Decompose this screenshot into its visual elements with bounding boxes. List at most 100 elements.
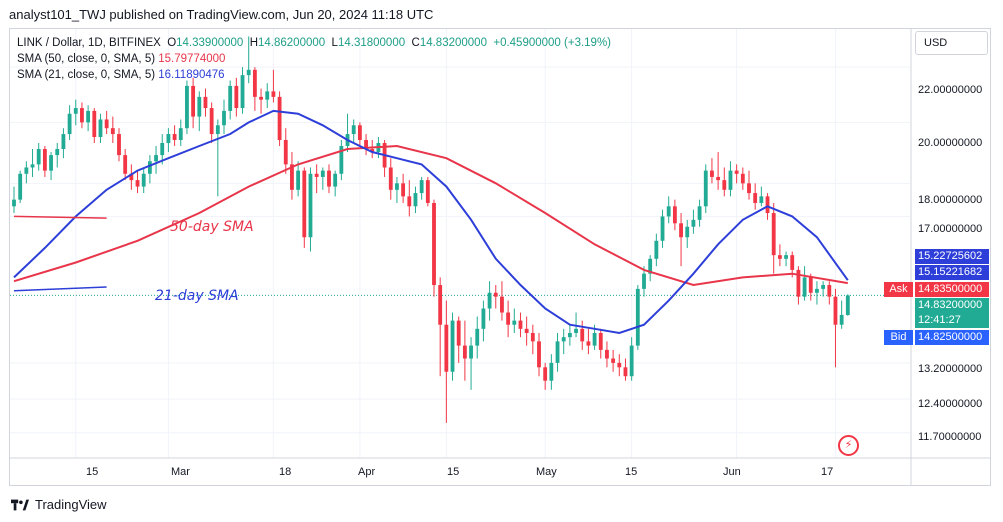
candle-body [117, 134, 121, 156]
sma50-legend-row[interactable]: SMA (50, close, 0, SMA, 5) 15.79774000 [17, 51, 611, 67]
candle-body [141, 173, 146, 187]
sma50-annotation-line [13, 215, 107, 219]
candle-body [629, 345, 634, 377]
candle-body [401, 183, 406, 197]
candle-body [302, 170, 307, 238]
candle-body [605, 349, 609, 359]
candle-body [259, 96, 263, 100]
candle-body [364, 139, 368, 150]
candle-body [413, 193, 418, 207]
candle-body [635, 288, 640, 346]
price-tick: 11.70000000 [918, 431, 982, 443]
candle-body [493, 292, 498, 297]
candle-body [740, 173, 745, 184]
sma50-price-tag: 15.15221682 [915, 265, 989, 280]
candle-body [104, 119, 109, 129]
sma21-legend-row[interactable]: SMA (21, close, 0, SMA, 5) 16.11890476 [17, 67, 611, 83]
candle-body [308, 173, 313, 238]
candle-body [790, 255, 795, 270]
candle-body [123, 155, 128, 174]
lightning-icon[interactable]: ⚡ [838, 435, 859, 456]
time-tick: 15 [625, 466, 638, 478]
candle-body [796, 269, 801, 297]
sma21-annotation[interactable]: 21-day SMA [155, 288, 239, 304]
candle-body [685, 226, 690, 238]
price-tick: 18.00000000 [918, 194, 983, 206]
candle-body [209, 108, 214, 135]
candle-body [574, 328, 578, 333]
candle-body [339, 145, 344, 174]
candle-body [178, 128, 183, 140]
candle-body [808, 277, 813, 293]
candle-body [197, 96, 202, 117]
chart-legend: LINK / Dollar, 1D, BITFINEX O14.33900000… [17, 35, 611, 83]
time-tick: Apr [358, 466, 376, 478]
candle-body [543, 367, 548, 381]
candle-body [172, 134, 177, 140]
candle-body [469, 345, 473, 359]
footer: TradingView [11, 497, 107, 512]
candle-body [697, 206, 702, 220]
candle-body [271, 91, 276, 97]
candle-body [672, 206, 677, 224]
candle-body [314, 173, 319, 177]
price-tick: 20.00000000 [918, 137, 983, 149]
candle-body [450, 320, 455, 372]
candle-body [135, 180, 140, 187]
candle-body [518, 320, 523, 329]
symbol-label[interactable]: LINK / Dollar, 1D, BITFINEX [17, 37, 161, 49]
candle-body [12, 199, 16, 207]
tradingview-logo-icon [11, 499, 29, 510]
candle-body [18, 173, 23, 200]
candle-body [506, 312, 511, 325]
time-tick: 18 [279, 466, 292, 478]
bid-tag-label: Bid [884, 330, 913, 345]
candle-body [759, 196, 764, 203]
candle-body [598, 332, 603, 350]
currency-button[interactable]: USD [915, 31, 988, 55]
price-tick: 12.40000000 [918, 398, 983, 410]
candle-body [98, 119, 103, 138]
bid-price-tag: 14.82500000 [915, 330, 989, 345]
candle-body [555, 341, 560, 363]
sma21-line [13, 109, 849, 335]
last-price-tag: 14.83200000 [915, 298, 989, 313]
candle-body [815, 288, 819, 293]
price-tick: 13.20000000 [918, 363, 983, 375]
candle-body [55, 149, 60, 156]
sma50-line [13, 144, 848, 287]
candle-body [734, 170, 739, 174]
candle-body [481, 308, 486, 329]
candle-body [228, 85, 233, 111]
countdown-tag: 12:41:27 [915, 313, 989, 328]
candle-body [524, 328, 529, 333]
candle-body [296, 170, 301, 190]
candle-body [110, 128, 115, 135]
candle-body [728, 170, 733, 190]
time-tick: 17 [821, 466, 834, 478]
candle-body [839, 314, 844, 325]
candle-body [215, 125, 220, 135]
candle-body [290, 164, 294, 190]
candle-body [691, 219, 696, 227]
candle-body [86, 110, 91, 123]
footer-brand[interactable]: TradingView [35, 497, 107, 512]
candle-body [530, 332, 535, 342]
open-label: O [167, 37, 177, 49]
candle-body [425, 180, 430, 203]
time-tick: May [536, 466, 557, 478]
candle-body [160, 142, 165, 156]
ohlc-row: LINK / Dollar, 1D, BITFINEX O14.33900000… [17, 35, 611, 51]
candle-body [129, 173, 134, 181]
chart-frame [9, 28, 991, 486]
candle-body [833, 296, 838, 325]
sma21-annotation-line [13, 286, 107, 292]
sma21-legend-value: 16.11890476 [158, 69, 225, 81]
sma50-annotation[interactable]: 50-day SMA [170, 219, 254, 235]
candle-body [432, 202, 436, 286]
candle-body [821, 285, 826, 289]
candle-body [357, 125, 362, 140]
candle-body [395, 183, 399, 190]
candle-body [765, 196, 770, 214]
